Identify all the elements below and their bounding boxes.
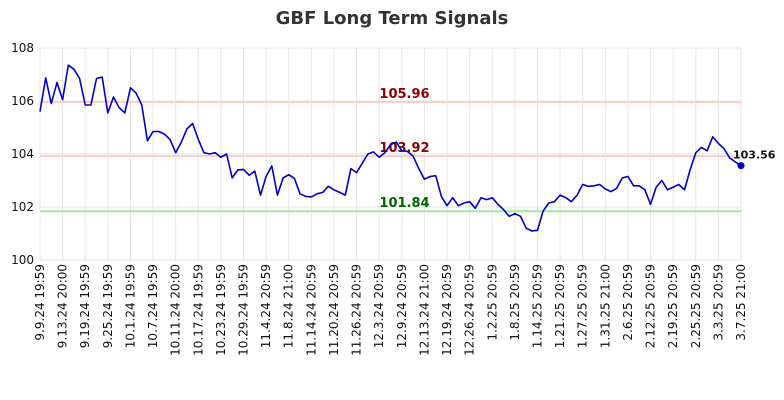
x-tick-label: 9.19.24 19:59 xyxy=(78,264,92,348)
x-tick-label: 9.9.24 19:59 xyxy=(33,264,47,341)
x-tick-label: 2.12.25 20:59 xyxy=(644,264,658,348)
x-tick-label: 12.9.24 20:59 xyxy=(395,264,409,348)
x-tick-label: 3.7.25 21:00 xyxy=(734,264,748,341)
x-tick-label: 1.14.25 20:59 xyxy=(530,264,544,348)
y-tick-label: 108 xyxy=(11,41,34,55)
x-tick-label: 10.1.24 19:59 xyxy=(123,264,137,348)
x-tick-label: 2.25.25 20:59 xyxy=(689,264,703,348)
x-tick-label: 10.17.24 19:59 xyxy=(191,264,205,356)
x-tick-label: 9.25.24 19:59 xyxy=(101,264,115,348)
reference-line-label: 101.84 xyxy=(379,196,429,211)
x-tick-label: 3.3.25 20:59 xyxy=(711,264,725,341)
x-tick-label: 2.19.25 20:59 xyxy=(666,264,680,348)
last-point-marker xyxy=(737,162,745,170)
y-tick-label: 100 xyxy=(11,253,34,267)
x-tick-label: 9.13.24 20:00 xyxy=(56,264,70,348)
reference-line-label: 105.96 xyxy=(379,87,429,102)
x-tick-label: 1.27.25 20:59 xyxy=(576,264,590,348)
x-tick-label: 11.14.24 20:59 xyxy=(304,264,318,356)
x-tick-label: 10.29.24 19:59 xyxy=(237,264,251,356)
x-tick-label: 12.3.24 20:59 xyxy=(372,264,386,348)
x-tick-label: 11.20.24 20:59 xyxy=(327,264,341,356)
x-tick-label: 1.31.25 21:00 xyxy=(598,264,612,348)
x-tick-label: 12.26.24 20:59 xyxy=(463,264,477,356)
x-tick-label: 10.11.24 20:00 xyxy=(169,264,183,356)
x-tick-label: 11.8.24 21:00 xyxy=(282,264,296,348)
last-value-label: 103.56 xyxy=(733,149,776,162)
x-tick-label: 12.19.24 20:59 xyxy=(440,264,454,356)
x-tick-label: 2.6.25 20:59 xyxy=(621,264,635,341)
x-tick-label: 1.21.25 20:59 xyxy=(553,264,567,348)
x-tick-label: 10.23.24 19:59 xyxy=(214,264,228,356)
y-axis: 100 102 104 106 108 xyxy=(11,41,34,267)
x-tick-label: 11.4.24 20:59 xyxy=(259,264,273,348)
y-tick-label: 102 xyxy=(11,200,34,214)
grid xyxy=(39,47,742,261)
x-tick-label: 1.8.25 20:59 xyxy=(508,264,522,341)
series: 103.56 xyxy=(39,64,776,232)
x-tick-label: 10.7.24 19:59 xyxy=(146,264,160,348)
x-tick-label: 1.2.25 20:59 xyxy=(485,264,499,341)
y-tick-label: 106 xyxy=(11,94,34,108)
x-axis: 9.9.24 19:59 9.13.24 20:00 9.19.24 19:59 9.… xyxy=(33,264,748,356)
x-tick-label: 12.13.24 21:00 xyxy=(417,264,431,356)
series-line xyxy=(39,64,742,232)
chart-title: GBF Long Term Signals xyxy=(276,8,509,29)
x-tick-label: 11.26.24 20:59 xyxy=(350,264,364,356)
y-tick-label: 104 xyxy=(11,147,34,161)
